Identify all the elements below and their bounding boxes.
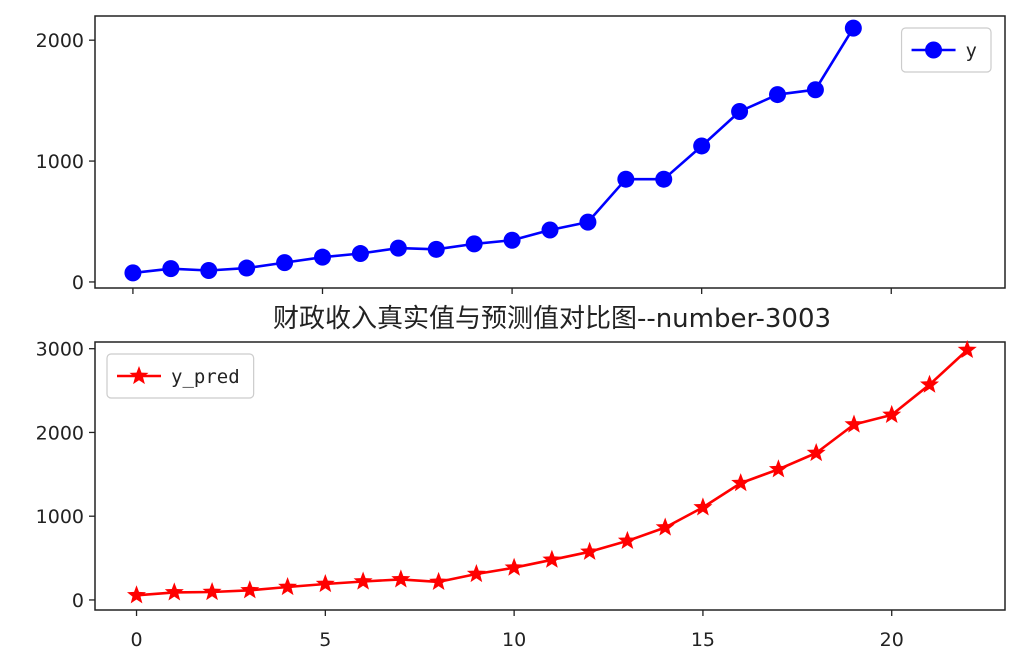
chart-title: 财政收入真实值与预测值对比图--number-3003	[273, 304, 831, 334]
data-point	[200, 261, 218, 279]
data-point	[731, 103, 749, 121]
data-point	[580, 541, 600, 560]
y-tick-label: 3000	[36, 339, 84, 361]
legend-marker	[129, 366, 149, 385]
data-point	[617, 170, 635, 188]
data-point	[391, 569, 411, 588]
data-point	[541, 221, 559, 239]
data-point	[693, 137, 711, 155]
data-point	[731, 473, 751, 492]
data-point	[504, 557, 524, 576]
legend-label: y_pred	[171, 366, 240, 388]
legend: y	[900, 27, 992, 73]
data-point	[164, 582, 184, 601]
data-point	[162, 260, 180, 278]
data-point	[202, 582, 222, 601]
axes-frame	[94, 15, 1006, 289]
data-point	[806, 81, 824, 99]
data-point	[693, 497, 713, 516]
data-point	[882, 404, 902, 423]
data-point	[466, 564, 486, 583]
legend-box	[106, 353, 255, 399]
series-line-y	[132, 27, 855, 275]
data-point	[238, 259, 256, 277]
y-tick-label: 2000	[36, 422, 84, 444]
legend-label: y	[966, 40, 977, 62]
data-point	[124, 264, 142, 282]
x-tick-label: 10	[502, 629, 526, 651]
data-point	[389, 239, 407, 257]
data-point	[351, 245, 369, 263]
x-tick-label: 20	[880, 629, 904, 651]
data-point	[655, 517, 675, 536]
data-point	[806, 443, 826, 462]
data-point	[920, 374, 939, 393]
data-point	[465, 235, 483, 253]
data-point	[844, 19, 862, 37]
y-tick-label: 0	[72, 272, 84, 294]
data-point	[240, 580, 260, 599]
y-tick-label: 2000	[36, 30, 84, 52]
data-point	[542, 549, 562, 568]
top-plot-area: 0 1000 2000 y	[36, 15, 1006, 294]
data-point	[503, 231, 521, 249]
data-point	[314, 248, 331, 266]
data-point	[427, 240, 445, 258]
y-tick-label: 1000	[36, 151, 84, 173]
data-point	[276, 254, 294, 272]
legend: y_pred	[106, 353, 255, 399]
x-tick-label: 5	[319, 629, 331, 651]
y-tick-label: 0	[72, 590, 84, 612]
data-point	[127, 585, 146, 604]
data-point	[278, 577, 298, 596]
data-point	[315, 574, 335, 593]
axes-frame	[94, 341, 1006, 611]
data-point	[768, 459, 788, 478]
data-point	[353, 571, 373, 590]
data-point	[655, 170, 673, 188]
x-tick-label: 0	[130, 629, 142, 651]
data-point	[579, 213, 597, 231]
data-point	[429, 571, 449, 590]
data-point	[844, 414, 864, 433]
data-point	[617, 530, 637, 549]
x-tick-label: 15	[691, 629, 715, 651]
y-tick-label: 1000	[36, 506, 84, 528]
data-point	[769, 86, 786, 104]
bottom-plot-area: 0 1000 2000 3000 0 5 10 15 20 y_pred	[36, 339, 1006, 651]
data-point	[957, 340, 977, 358]
legend-marker	[925, 41, 943, 59]
